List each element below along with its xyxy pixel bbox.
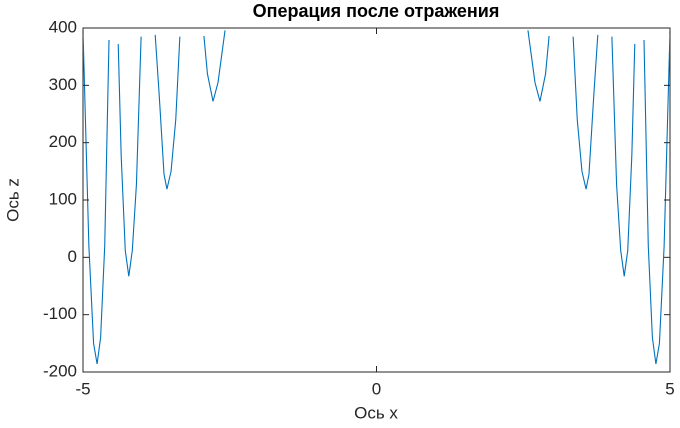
y-tick-label: 0: [68, 247, 77, 266]
x-tick-label: 5: [665, 379, 674, 398]
y-tick-label: -200: [43, 361, 77, 380]
y-tick-label: -100: [43, 304, 77, 323]
plot-lines: [83, 30, 670, 365]
y-axis-label: Ось z: [3, 178, 22, 222]
x-axis-label: Ось x: [354, 403, 398, 422]
y-tick-label: 100: [49, 189, 77, 208]
x-tick-label: -5: [75, 379, 90, 398]
x-tick-label: 0: [372, 379, 381, 398]
chart-title: Операция после отражения: [253, 1, 500, 21]
plot-area: [82, 27, 671, 373]
y-tick-label: 200: [49, 132, 77, 151]
y-tick-label: 300: [49, 75, 77, 94]
y-tick-label: 400: [49, 17, 77, 36]
data-line: [83, 30, 670, 365]
